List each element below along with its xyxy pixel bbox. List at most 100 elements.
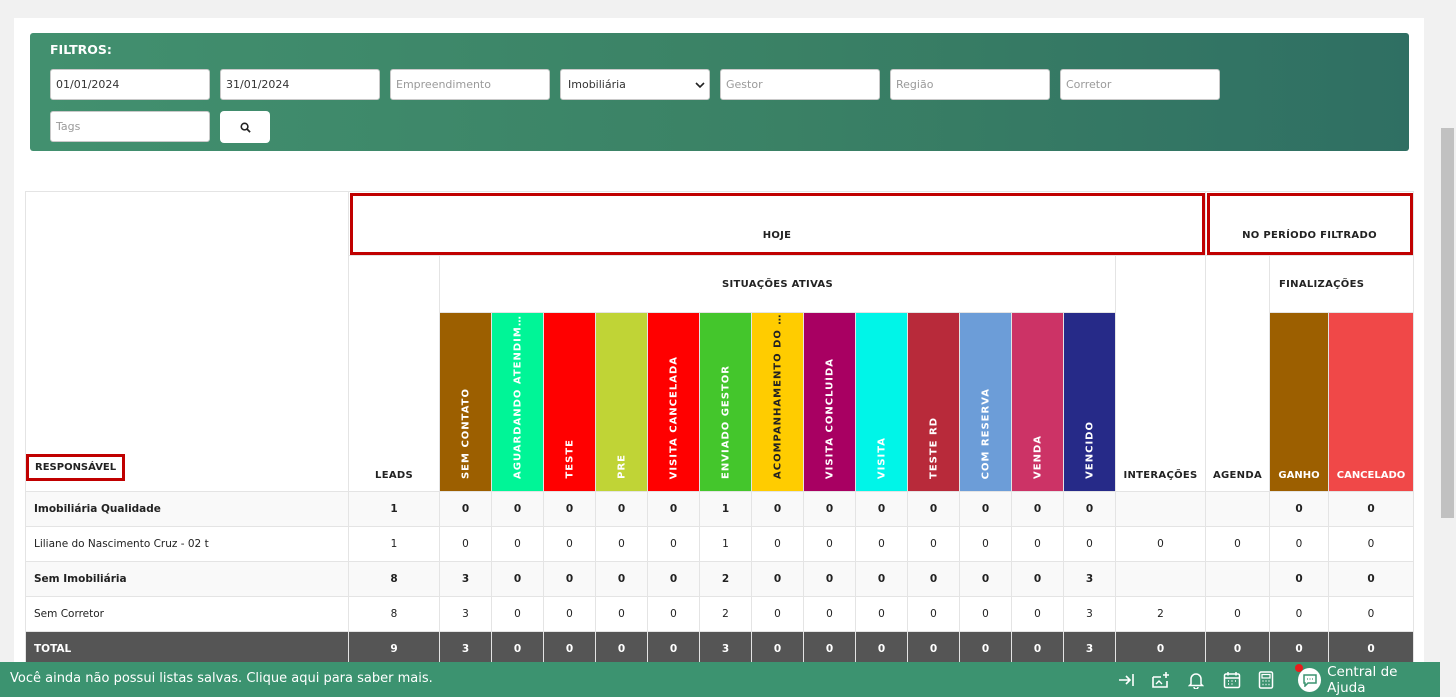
status-count-cell: 0 [751,631,804,667]
status-col-header: VENDA [1011,312,1064,492]
status-count-cell: 0 [855,561,908,597]
responsavel-header: RESPONSÁVEL [26,454,126,481]
status-col-label: VISITA CANCELADA [668,355,679,479]
imobiliaria-select[interactable]: Imobiliária [560,69,710,100]
saved-lists-message[interactable]: Você ainda não possui listas salvas. Cli… [10,671,433,686]
row-name: TOTAL [25,631,349,667]
status-count-cell: 0 [1011,526,1064,562]
help-center-button[interactable]: Central de Ajuda [1290,662,1436,697]
situacoes-header: SITUAÇÕES ATIVAS [439,255,1116,313]
status-count-cell: 0 [855,526,908,562]
bell-icon[interactable] [1186,670,1206,690]
status-count-cell: 0 [595,596,648,632]
add-widget-icon[interactable] [1151,670,1171,690]
cancelado-cell: 0 [1328,631,1414,667]
scrollbar-thumb[interactable] [1441,128,1454,518]
status-count-cell: 3 [1063,596,1116,632]
leads-cell: 8 [348,596,440,632]
table-row: Sem Corretor 8 3 0 0 0 0 2 0 0 0 0 0 0 3 2 0 0 0 [25,596,1414,632]
cancelado-cell: 0 [1328,561,1414,597]
status-count-cell: 0 [543,491,596,527]
cancelado-cell: 0 [1328,596,1414,632]
status-count-cell: 1 [699,526,752,562]
status-count-cell: 3 [699,631,752,667]
status-count-cell: 0 [855,631,908,667]
date-start-input[interactable]: 01/01/2024 [50,69,210,100]
regiao-input[interactable]: Região [890,69,1050,100]
chat-icon [1298,667,1322,692]
cancelado-cell: 0 [1328,491,1414,527]
filters-panel: FILTROS: 01/01/2024 31/01/2024 Empreendi… [30,33,1409,151]
empreendimento-input[interactable]: Empreendimento [390,69,550,100]
interacoes-cell: 2 [1115,596,1206,632]
status-count-cell: 3 [1063,561,1116,597]
notification-dot [1295,664,1303,672]
status-col-label: ENVIADO GESTOR [720,365,731,479]
final-col-header: CANCELADO [1328,312,1414,492]
calendar-icon[interactable] [1222,670,1242,690]
status-count-cell: 0 [595,631,648,667]
agenda-cell [1205,561,1270,597]
status-count-cell: 0 [491,631,544,667]
status-count-cell: 0 [1063,526,1116,562]
agenda-cell: 0 [1205,596,1270,632]
status-col-label: SEM CONTATO [460,387,471,479]
status-count-cell: 0 [959,596,1012,632]
date-end-input[interactable]: 31/01/2024 [220,69,380,100]
status-count-cell: 0 [491,491,544,527]
periodo-header: NO PERÍODO FILTRADO [1205,191,1414,256]
imobiliaria-select-value: Imobiliária [568,78,626,91]
filters-title: FILTROS: [50,42,112,57]
status-col-header: ACOMPANHAMENTO DO CONTATO [751,312,804,492]
tags-input[interactable]: Tags [50,111,210,142]
status-count-cell: 0 [543,596,596,632]
agenda-cell: 0 [1205,631,1270,667]
status-count-cell: 0 [803,491,856,527]
status-count-cell: 0 [907,596,960,632]
status-col-header: ENVIADO GESTOR [699,312,752,492]
status-col-header: VENCIDO [1063,312,1116,492]
status-col-header: VISITA CONCLUÍDA [803,312,856,492]
status-col-header: TESTE [543,312,596,492]
ganho-cell: 0 [1269,561,1329,597]
calculator-icon[interactable] [1256,670,1276,690]
status-count-cell: 0 [1011,491,1064,527]
corretor-input[interactable]: Corretor [1060,69,1220,100]
interacoes-cell: 0 [1115,526,1206,562]
hoje-header: HOJE [348,191,1206,256]
collapse-right-icon[interactable] [1117,670,1137,690]
status-count-cell: 0 [647,631,700,667]
footer-bar: Você ainda não possui listas salvas. Cli… [0,662,1456,697]
search-icon [240,118,251,137]
agenda-header: AGENDA [1205,255,1270,492]
gestor-input[interactable]: Gestor [720,69,880,100]
interacoes-cell [1115,491,1206,527]
status-count-cell: 3 [439,561,492,597]
status-count-cell: 0 [1011,561,1064,597]
agenda-cell: 0 [1205,526,1270,562]
status-count-cell: 0 [751,526,804,562]
status-count-cell: 0 [907,491,960,527]
status-count-cell: 0 [751,596,804,632]
status-count-cell: 0 [855,491,908,527]
status-count-cell: 0 [959,631,1012,667]
status-count-cell: 0 [491,526,544,562]
search-button[interactable] [220,111,270,143]
responsavel-header-cell: RESPONSÁVEL [25,191,349,492]
status-count-cell: 0 [907,631,960,667]
leads-cell: 8 [348,561,440,597]
ganho-cell: 0 [1269,526,1329,562]
status-count-cell: 0 [907,561,960,597]
status-count-cell: 0 [647,561,700,597]
status-col-header: AGUARDANDO ATENDIMENTO [491,312,544,492]
status-col-header: COM RESERVA [959,312,1012,492]
chevron-down-icon [695,70,705,99]
final-col-header: GANHO [1269,312,1329,492]
status-count-cell: 2 [699,561,752,597]
row-name: Imobiliária Qualidade [25,491,349,527]
interacoes-cell [1115,561,1206,597]
status-count-cell: 0 [751,561,804,597]
status-count-cell: 0 [1063,491,1116,527]
row-name: Liliane do Nascimento Cruz - 02 t [25,526,349,562]
